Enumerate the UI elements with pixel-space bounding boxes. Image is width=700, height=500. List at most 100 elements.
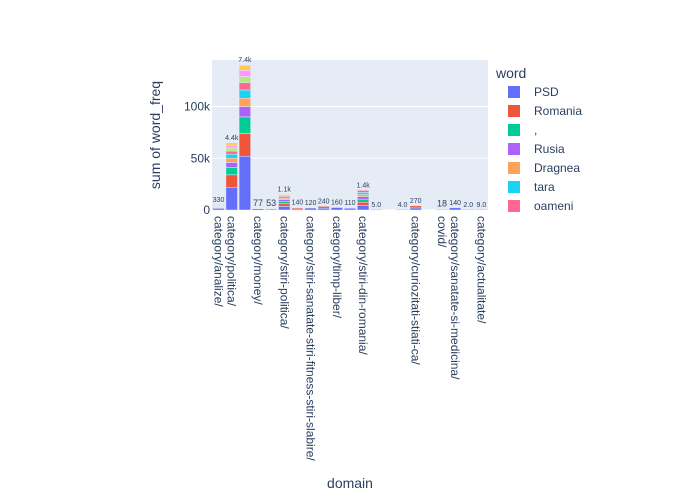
- bar-segment: [225, 174, 238, 188]
- bar-stack: [291, 207, 304, 211]
- bar-segment: [238, 89, 251, 99]
- bar-total-label: 140: [449, 200, 461, 207]
- bar-segment: [238, 106, 251, 118]
- bar-segment: [357, 190, 370, 193]
- bar-total-label: 4.0: [398, 202, 408, 209]
- bar-stack: [343, 207, 357, 211]
- x-tick-label: covid/: [435, 216, 449, 248]
- legend-swatch: [508, 143, 520, 155]
- bar-total-label: 330: [213, 197, 225, 204]
- bar-stack: [370, 209, 383, 211]
- bar-segment: [212, 204, 225, 206]
- bar-segment: [278, 194, 291, 196]
- bar-segment: [291, 207, 304, 210]
- y-axis-title: sum of word_freq: [147, 81, 163, 189]
- bar-stack: [251, 208, 265, 211]
- legend-label: PSD: [534, 85, 559, 99]
- bar-total-label: 53: [266, 198, 276, 208]
- bar-segment: [304, 207, 317, 211]
- legend-label: Romania: [534, 104, 582, 118]
- bar-total-label: 4.4k: [225, 135, 239, 142]
- legend-swatch: [508, 105, 520, 117]
- y-axis-ticks: 0 50k 100k: [184, 100, 211, 217]
- y-tick-label: 50k: [191, 151, 211, 165]
- bar-stack: [238, 64, 251, 211]
- bar-total-label: 270: [410, 198, 422, 205]
- bar-segment: [435, 209, 449, 211]
- legend-swatch: [508, 181, 520, 193]
- x-tick-label: category/curiozitati-stiati-ca/: [409, 216, 423, 365]
- x-tick-label: category/stiri-din-romania/: [356, 216, 370, 355]
- x-tick-label: category/politica/: [225, 216, 239, 307]
- bar-segment: [225, 145, 238, 149]
- x-tick-label: category/stiri-politica/: [277, 216, 291, 329]
- bar-stack: [357, 190, 370, 211]
- bar-stack: [396, 209, 409, 211]
- bar-segment: [449, 207, 462, 211]
- bar-segment: [225, 150, 238, 155]
- bar-segment: [462, 209, 475, 211]
- y-tick-label: 100k: [184, 100, 211, 114]
- bar-stack: [265, 208, 278, 211]
- legend-label: Dragnea: [534, 161, 580, 175]
- bar-segment: [225, 158, 238, 163]
- bar-stack: [449, 207, 462, 211]
- bar-segment: [225, 162, 238, 168]
- bar-total-label: 2.0: [463, 202, 473, 209]
- bar-total-label: 18: [437, 199, 447, 209]
- bar-segment: [357, 201, 370, 206]
- bar-segment: [409, 207, 422, 211]
- bar-segment: [317, 206, 330, 209]
- bar-stack: [409, 205, 422, 211]
- legend-label: tara: [534, 180, 555, 194]
- bar-total-label: 140: [292, 200, 304, 207]
- bar-total-label: 120: [305, 200, 317, 207]
- bar-segment: [278, 206, 291, 211]
- bar-segment: [370, 209, 383, 211]
- bar-segment: [225, 167, 238, 176]
- bar-segment: [317, 207, 330, 211]
- bar-segment: [225, 153, 238, 159]
- bar-segment: [343, 207, 357, 211]
- bar-stack: [330, 207, 343, 211]
- bar-stack: [462, 209, 475, 211]
- bar-segment: [357, 196, 370, 200]
- bar-segment: [357, 198, 370, 203]
- bar-stack: [225, 142, 238, 211]
- bar-stack: [278, 194, 291, 211]
- bar-segment: [238, 133, 251, 157]
- legend-label: ,: [534, 123, 537, 137]
- x-axis-title: domain: [327, 475, 373, 491]
- bar-segment: [357, 194, 370, 197]
- x-tick-label: category/sanatate-si-medicina/: [448, 216, 462, 380]
- bar-total-label: 240: [318, 198, 330, 205]
- bar-segment: [238, 116, 251, 134]
- x-axis-ticks: category/analize/category/politica/categ…: [212, 216, 489, 461]
- bar-stack: [212, 204, 225, 211]
- x-tick-label: category/actualitate/: [474, 216, 488, 324]
- legend-swatch: [508, 86, 520, 98]
- bar-stack: [475, 209, 488, 211]
- bar-total-label: 160: [331, 200, 343, 207]
- y-tick-label: 0: [203, 203, 210, 217]
- bar-segment: [238, 155, 251, 211]
- bar-segment: [396, 209, 409, 211]
- bar-segment: [238, 98, 251, 107]
- bar-segment: [265, 208, 278, 211]
- x-tick-label: category/money/: [251, 216, 265, 305]
- legend-swatch: [508, 124, 520, 136]
- bar-stack: [317, 206, 330, 211]
- plot-background: [212, 60, 488, 210]
- bar-segment: [357, 205, 370, 211]
- bar-segment: [409, 205, 422, 209]
- bar-total-label: 77: [253, 198, 263, 208]
- bar-stack: [435, 209, 449, 211]
- x-tick-label: category/stiri-sanatate-stiri-fitness-st…: [304, 216, 318, 461]
- legend-label: Rusia: [534, 142, 565, 156]
- bar-total-label: 7.4k: [238, 57, 252, 64]
- bar-segment: [225, 186, 238, 211]
- bar-segment: [225, 147, 238, 152]
